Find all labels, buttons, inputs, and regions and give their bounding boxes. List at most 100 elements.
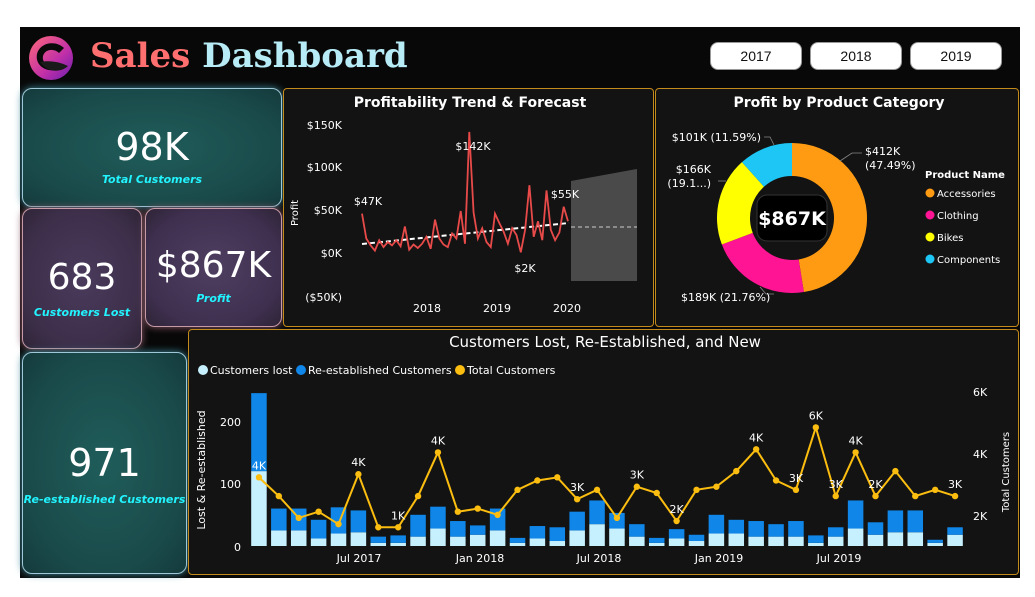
- bar-lost[interactable]: [927, 542, 943, 546]
- bar-lost[interactable]: [609, 528, 625, 546]
- bar-lost[interactable]: [569, 530, 585, 546]
- bar-reestablished[interactable]: [927, 539, 943, 543]
- total-customers-point[interactable]: [454, 508, 462, 515]
- total-customers-point[interactable]: [832, 492, 839, 500]
- bar-reestablished[interactable]: [907, 510, 924, 533]
- total-customers-point[interactable]: [335, 520, 342, 528]
- bar-reestablished[interactable]: [768, 524, 784, 537]
- total-customers-point[interactable]: [375, 524, 382, 531]
- bar-lost[interactable]: [509, 542, 526, 546]
- bar-lost[interactable]: [867, 534, 884, 546]
- total-customers-point[interactable]: [951, 492, 959, 500]
- total-customers-point[interactable]: [494, 511, 501, 518]
- bar-lost[interactable]: [310, 538, 327, 546]
- bar-reestablished[interactable]: [310, 519, 327, 539]
- total-customers-point[interactable]: [633, 483, 641, 490]
- year-button-2017[interactable]: 2017: [710, 42, 802, 70]
- bar-reestablished[interactable]: [708, 514, 725, 534]
- bar-lost[interactable]: [947, 534, 963, 546]
- legend-item-clothing[interactable]: Clothing: [937, 211, 979, 222]
- bar-lost[interactable]: [668, 538, 685, 546]
- bar-lost[interactable]: [251, 471, 267, 546]
- donut-slice-accessories[interactable]: [792, 143, 868, 293]
- total-customers-point[interactable]: [275, 492, 283, 500]
- total-customers-point[interactable]: [812, 424, 820, 431]
- bar-lost[interactable]: [549, 541, 566, 546]
- bar-lost[interactable]: [529, 538, 546, 546]
- total-customers-point[interactable]: [613, 514, 621, 522]
- legend-item-bikes[interactable]: Bikes: [937, 233, 963, 244]
- bar-lost[interactable]: [271, 530, 287, 546]
- bar-reestablished[interactable]: [728, 519, 745, 534]
- bar-reestablished[interactable]: [867, 522, 884, 535]
- bar-reestablished[interactable]: [251, 393, 267, 472]
- bar-reestablished[interactable]: [469, 525, 486, 535]
- total-customers-point[interactable]: [931, 486, 939, 494]
- bar-lost[interactable]: [489, 530, 506, 546]
- total-customers-point[interactable]: [534, 477, 541, 484]
- bar-reestablished[interactable]: [648, 537, 665, 543]
- total-customers-point[interactable]: [673, 517, 680, 525]
- bar-reestablished[interactable]: [370, 536, 387, 543]
- bar-reestablished[interactable]: [887, 510, 904, 533]
- bar-lost[interactable]: [887, 532, 904, 546]
- bar-lost[interactable]: [788, 536, 804, 546]
- bar-reestablished[interactable]: [350, 510, 367, 533]
- total-customers-point[interactable]: [792, 486, 800, 494]
- bar-reestablished[interactable]: [788, 521, 804, 537]
- total-customers-point[interactable]: [653, 489, 660, 497]
- bar-reestablished[interactable]: [509, 537, 526, 543]
- donut-slice-components[interactable]: [741, 143, 792, 187]
- bar-lost[interactable]: [808, 542, 824, 546]
- total-customers-point[interactable]: [912, 492, 919, 500]
- bar-lost[interactable]: [708, 533, 725, 546]
- year-button-2018[interactable]: 2018: [810, 42, 902, 70]
- total-customers-point[interactable]: [355, 471, 362, 478]
- bar-lost[interactable]: [450, 536, 466, 546]
- total-customers-point[interactable]: [693, 486, 700, 494]
- bar-reestablished[interactable]: [569, 511, 585, 531]
- total-customers-point[interactable]: [573, 496, 581, 503]
- total-customers-point[interactable]: [713, 483, 720, 490]
- bar-lost[interactable]: [907, 532, 924, 546]
- bar-lost[interactable]: [430, 528, 446, 546]
- bar-reestablished[interactable]: [847, 500, 864, 529]
- bar-lost[interactable]: [748, 536, 764, 546]
- total-customers-point[interactable]: [414, 492, 422, 500]
- bar-reestablished[interactable]: [688, 534, 705, 542]
- bar-lost[interactable]: [330, 533, 347, 546]
- total-customers-point[interactable]: [255, 474, 263, 481]
- total-customers-point[interactable]: [752, 446, 760, 453]
- bar-reestablished[interactable]: [390, 535, 406, 543]
- bar-lost[interactable]: [728, 533, 745, 546]
- total-customers-point[interactable]: [315, 508, 322, 515]
- bar-lost[interactable]: [688, 541, 705, 546]
- bar-reestablished[interactable]: [410, 514, 426, 537]
- bar-reestablished[interactable]: [668, 529, 685, 539]
- bar-lost[interactable]: [589, 524, 605, 546]
- bar-reestablished[interactable]: [947, 527, 963, 535]
- total-customers-point[interactable]: [394, 524, 402, 531]
- bar-lost[interactable]: [648, 542, 665, 546]
- bar-lost[interactable]: [629, 536, 645, 546]
- bar-lost[interactable]: [350, 532, 367, 546]
- bar-reestablished[interactable]: [589, 500, 605, 525]
- total-customers-point[interactable]: [554, 474, 561, 481]
- bar-lost[interactable]: [410, 536, 426, 546]
- bar-reestablished[interactable]: [629, 524, 645, 537]
- bar-lost[interactable]: [370, 542, 387, 546]
- total-customers-point[interactable]: [733, 467, 740, 475]
- total-customers-point[interactable]: [593, 486, 601, 494]
- bar-reestablished[interactable]: [450, 521, 466, 537]
- donut-slice-clothing[interactable]: [721, 232, 804, 293]
- bar-reestablished[interactable]: [748, 521, 764, 537]
- total-customers-point[interactable]: [772, 477, 780, 484]
- total-customers-point[interactable]: [852, 449, 859, 456]
- legend-item-components[interactable]: Components: [937, 255, 1000, 266]
- bar-lost[interactable]: [827, 536, 844, 546]
- legend-item-accessories[interactable]: Accessories: [937, 189, 996, 200]
- donut-slice-bikes[interactable]: [717, 162, 764, 245]
- bar-reestablished[interactable]: [827, 527, 844, 537]
- bar-reestablished[interactable]: [529, 526, 546, 539]
- bar-lost[interactable]: [290, 530, 307, 546]
